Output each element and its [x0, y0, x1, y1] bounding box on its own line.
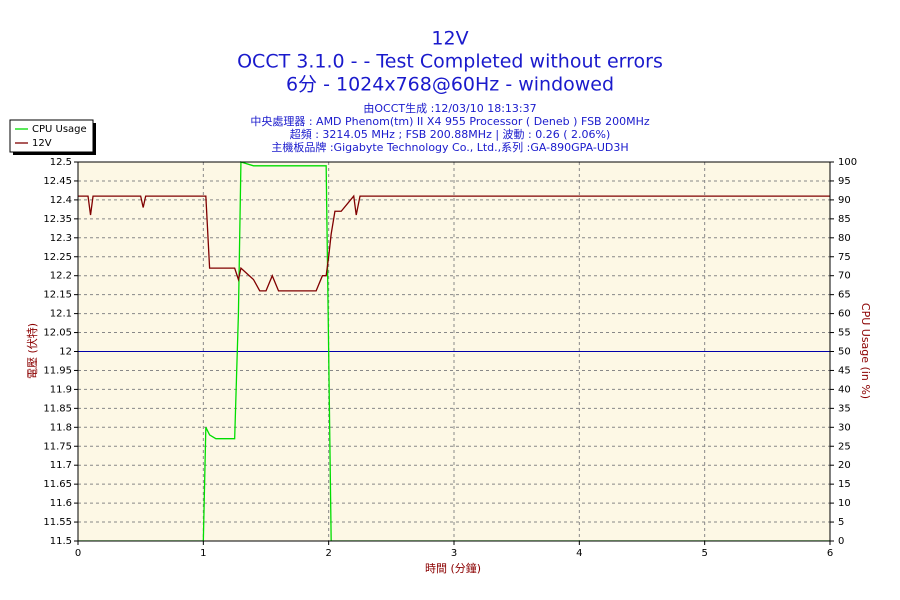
y-tick-label: 12.5 — [50, 157, 72, 168]
y-tick-label: 11.9 — [50, 384, 72, 395]
y-tick-label: 12.4 — [50, 195, 72, 206]
y-tick-label: 12.25 — [43, 252, 72, 263]
y2-tick-label: 15 — [838, 479, 851, 490]
y2-tick-label: 70 — [838, 271, 851, 282]
chart-subtitle: 6分 - 1024x768@60Hz - windowed — [286, 74, 614, 96]
y2-tick-label: 40 — [838, 384, 851, 395]
y-tick-label: 12.05 — [43, 328, 72, 339]
y2-tick-label: 50 — [838, 347, 851, 358]
y-tick-label: 12.45 — [43, 176, 72, 187]
y2-tick-label: 20 — [838, 460, 851, 471]
info-line: 由OCCT生成 :12/03/10 18:13:37 — [363, 101, 536, 115]
y2-tick-label: 75 — [838, 252, 851, 263]
info-line: 主機板品牌 :Gigabyte Technology Co., Ltd.,系列 … — [271, 140, 628, 154]
y2-tick-label: 95 — [838, 176, 851, 187]
y-tick-label: 11.65 — [43, 479, 72, 490]
y-tick-label: 11.55 — [43, 517, 72, 528]
y2-tick-label: 65 — [838, 290, 851, 301]
legend-label: 12V — [32, 138, 52, 149]
y2-tick-label: 0 — [838, 536, 844, 547]
y2-tick-label: 85 — [838, 214, 851, 225]
y-tick-label: 11.75 — [43, 441, 72, 452]
y-tick-label: 12.15 — [43, 290, 72, 301]
y-tick-label: 12.35 — [43, 214, 72, 225]
legend-box — [9, 119, 94, 153]
y2-tick-label: 45 — [838, 365, 851, 376]
plot-border — [77, 161, 831, 542]
data-line — [78, 194, 830, 292]
y-tick-label: 11.6 — [50, 498, 72, 509]
y-tick-label: 12.3 — [50, 233, 72, 244]
y-tick-label: 11.85 — [43, 403, 72, 414]
y2-tick-label: 5 — [838, 517, 844, 528]
info-line: 中央處理器 : AMD Phenom(tm) II X4 955 Process… — [250, 114, 650, 128]
data-line — [78, 161, 830, 541]
x-axis-label: 時間 (分鐘) — [425, 561, 481, 575]
y2-tick-label: 25 — [838, 441, 851, 452]
x-tick-label: 1 — [200, 548, 206, 559]
y-tick-label: 11.95 — [43, 365, 72, 376]
y2-tick-label: 35 — [838, 403, 851, 414]
y2-tick-label: 100 — [838, 157, 857, 168]
x-tick-label: 5 — [701, 548, 707, 559]
y-tick-label: 12 — [59, 347, 72, 358]
y-axis-label: 電壓 (伏特) — [25, 323, 39, 379]
y-tick-label: 11.7 — [50, 460, 72, 471]
chart-title: 12V — [431, 28, 468, 50]
y2-axis-label: CPU Usage (in %) — [859, 303, 872, 399]
y2-tick-label: 60 — [838, 309, 851, 320]
chart-subtitle: OCCT 3.1.0 - - Test Completed without er… — [237, 51, 663, 73]
legend-label: CPU Usage — [32, 124, 87, 135]
info-line: 超頻 : 3214.05 MHz ; FSB 200.88MHz | 波動 : … — [290, 127, 611, 141]
x-tick-label: 4 — [576, 548, 582, 559]
y2-tick-label: 30 — [838, 422, 851, 433]
x-tick-label: 6 — [827, 548, 833, 559]
x-tick-label: 3 — [451, 548, 457, 559]
y-tick-label: 12.1 — [50, 309, 72, 320]
y-tick-label: 11.8 — [50, 422, 72, 433]
x-tick-label: 2 — [325, 548, 331, 559]
y2-tick-label: 10 — [838, 498, 851, 509]
y-tick-label: 11.5 — [50, 536, 72, 547]
y-tick-label: 12.2 — [50, 271, 72, 282]
y2-tick-label: 55 — [838, 328, 851, 339]
x-tick-label: 0 — [75, 548, 81, 559]
y2-tick-label: 90 — [838, 195, 851, 206]
y2-tick-label: 80 — [838, 233, 851, 244]
